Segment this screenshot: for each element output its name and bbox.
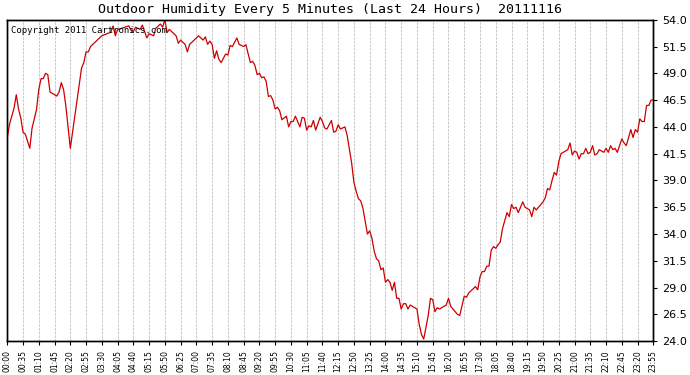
Title: Outdoor Humidity Every 5 Minutes (Last 24 Hours)  20111116: Outdoor Humidity Every 5 Minutes (Last 2…	[98, 3, 562, 16]
Text: Copyright 2011 Cartronics.com: Copyright 2011 Cartronics.com	[10, 26, 166, 35]
